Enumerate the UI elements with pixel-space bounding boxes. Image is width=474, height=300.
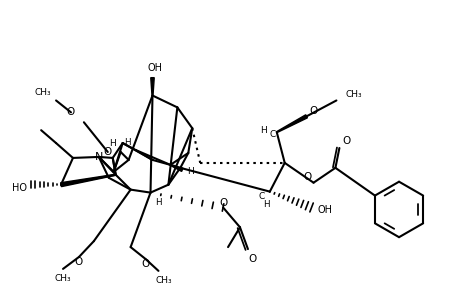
Text: H: H — [187, 167, 194, 176]
Text: N: N — [95, 152, 103, 162]
Text: O: O — [342, 136, 350, 146]
Text: HO: HO — [12, 183, 27, 193]
Text: O: O — [141, 259, 150, 269]
Text: H: H — [124, 138, 131, 147]
Text: O: O — [104, 147, 112, 157]
Polygon shape — [170, 164, 183, 171]
Text: O: O — [249, 254, 257, 264]
Text: CH₃: CH₃ — [155, 276, 172, 285]
Polygon shape — [61, 174, 116, 187]
Text: C: C — [270, 130, 276, 139]
Text: O: O — [310, 106, 318, 116]
Text: O: O — [75, 257, 83, 267]
Text: O: O — [303, 172, 312, 182]
Text: H: H — [260, 126, 267, 135]
Text: C: C — [259, 192, 265, 201]
Text: CH₃: CH₃ — [346, 90, 363, 99]
Text: O: O — [219, 197, 227, 208]
Text: H: H — [109, 139, 116, 148]
Polygon shape — [276, 115, 308, 133]
Text: CH₃: CH₃ — [55, 274, 72, 283]
Text: OH: OH — [148, 63, 163, 73]
Text: H: H — [155, 198, 162, 207]
Text: O: O — [67, 107, 75, 117]
Text: H: H — [264, 200, 270, 209]
Text: CH₃: CH₃ — [35, 88, 52, 97]
Text: OH: OH — [318, 206, 333, 215]
Polygon shape — [151, 78, 154, 95]
